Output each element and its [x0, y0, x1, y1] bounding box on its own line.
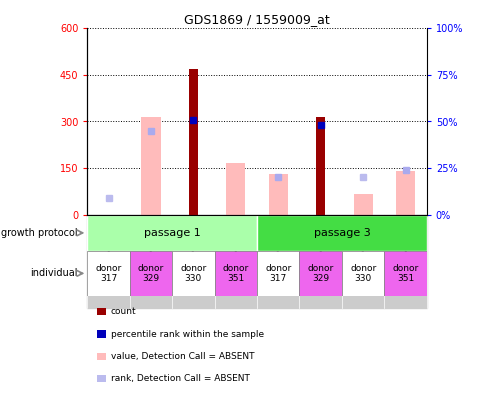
- Bar: [172, 251, 214, 296]
- Text: percentile rank within the sample: percentile rank within the sample: [110, 330, 263, 339]
- Bar: [87, 215, 129, 308]
- Bar: [141, 117, 160, 215]
- Text: donor
317: donor 317: [95, 264, 121, 283]
- Text: donor
317: donor 317: [265, 264, 291, 283]
- Bar: [129, 251, 172, 296]
- Text: individual: individual: [30, 269, 77, 278]
- Bar: [172, 215, 214, 308]
- Bar: [383, 215, 426, 308]
- Text: donor
329: donor 329: [307, 264, 333, 283]
- Bar: [129, 215, 172, 308]
- Text: value, Detection Call = ABSENT: value, Detection Call = ABSENT: [110, 352, 254, 361]
- Text: donor
351: donor 351: [222, 264, 248, 283]
- Bar: [341, 251, 383, 296]
- Text: donor
330: donor 330: [180, 264, 206, 283]
- Bar: [383, 251, 426, 296]
- Bar: [257, 215, 426, 251]
- Bar: [353, 194, 372, 215]
- Bar: [299, 215, 341, 308]
- Title: GDS1869 / 1559009_at: GDS1869 / 1559009_at: [184, 13, 329, 26]
- Text: donor
329: donor 329: [137, 264, 164, 283]
- Bar: [257, 251, 299, 296]
- Bar: [395, 171, 414, 215]
- Bar: [226, 163, 245, 215]
- Bar: [341, 215, 383, 308]
- Text: donor
330: donor 330: [349, 264, 376, 283]
- Text: donor
351: donor 351: [392, 264, 418, 283]
- Bar: [214, 215, 257, 308]
- Bar: [257, 215, 299, 308]
- Bar: [299, 251, 341, 296]
- Bar: [316, 117, 325, 215]
- Bar: [87, 215, 257, 251]
- Text: rank, Detection Call = ABSENT: rank, Detection Call = ABSENT: [110, 374, 249, 383]
- Bar: [214, 251, 257, 296]
- Text: passage 3: passage 3: [313, 228, 370, 238]
- Text: passage 1: passage 1: [143, 228, 200, 238]
- Text: growth protocol: growth protocol: [1, 228, 77, 238]
- Text: count: count: [110, 307, 136, 316]
- Bar: [87, 251, 129, 296]
- Bar: [188, 69, 197, 215]
- Bar: [268, 174, 287, 215]
